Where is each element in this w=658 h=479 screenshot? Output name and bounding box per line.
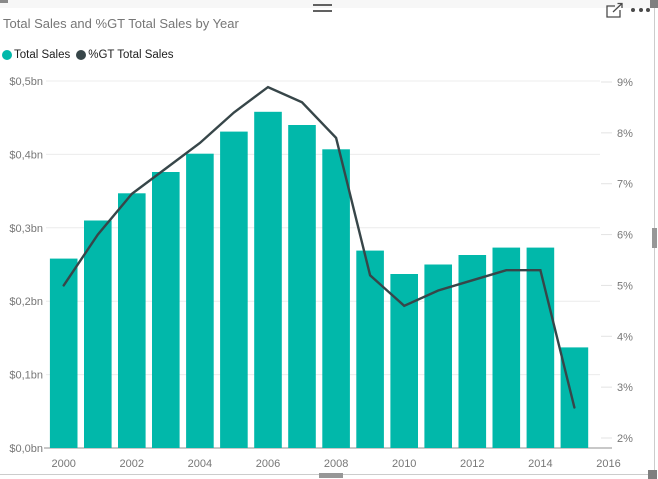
gt-total-sales-line[interactable] (62, 85, 576, 409)
y-axis-tick-label: $0,2bn (9, 296, 43, 308)
y-axis-tick-label: $0,3bn (9, 223, 43, 235)
bar-2007[interactable] (288, 125, 316, 448)
more-options-icon[interactable] (631, 8, 635, 12)
y-axis-tick-label: $0,1bn (9, 370, 43, 382)
legend-swatch-total-sales (2, 50, 12, 60)
drag-handle-icon[interactable] (313, 9, 332, 12)
x-axis-tick-label: 2016 (596, 458, 620, 470)
legend: Total Sales %GT Total Sales (2, 49, 174, 61)
chart-title: Total Sales and %GT Total Sales by Year (3, 16, 239, 31)
combo-chart: $0,0bn $0,1bn $0,2bn $0,3bn $0,4bn $0,5bn 2% 3%… (9, 76, 633, 470)
secondary-axis-tick-label: 9% (617, 77, 633, 89)
legend-swatch-gt-total-sales (76, 50, 87, 60)
bar-2014[interactable] (526, 247, 555, 448)
focus-mode-icon[interactable] (602, 1, 626, 21)
legend-item-gt-total-sales[interactable]: %GT Total Sales (76, 49, 174, 61)
resize-handle-bottom-right[interactable] (648, 470, 657, 479)
legend-label: %GT Total Sales (88, 49, 174, 61)
drag-handle-icon[interactable] (313, 3, 332, 6)
x-axis-tick-label: 2014 (528, 458, 552, 470)
bar-2005[interactable] (220, 131, 248, 448)
y-axis-tick-label: $0,4bn (9, 149, 43, 161)
x-axis-tick-label: 2002 (120, 458, 144, 470)
bar-2002[interactable] (118, 193, 146, 448)
more-options-icon[interactable] (646, 8, 650, 12)
bar-2006[interactable] (254, 111, 282, 449)
bar-2004[interactable] (186, 153, 214, 448)
more-options-icon[interactable] (638, 8, 643, 12)
bar-2000[interactable] (49, 258, 78, 448)
x-axis-tick-label: 2006 (256, 458, 280, 470)
bar-2015[interactable] (560, 347, 589, 448)
resize-handle-top-right[interactable] (650, 0, 658, 8)
bar-2009[interactable] (356, 250, 384, 448)
resize-handle-top-left[interactable] (0, 0, 8, 3)
x-axis-tick-label: 2010 (392, 458, 416, 470)
x-axis-tick-label: 2008 (324, 458, 348, 470)
x-axis-tick-label: 2004 (188, 458, 212, 470)
bar-2012[interactable] (458, 255, 487, 448)
y-axis-tick-label: $0,0bn (9, 443, 43, 455)
secondary-axis-tick-label: 4% (617, 331, 633, 343)
legend-label: Total Sales (14, 49, 71, 61)
bar-2001[interactable] (84, 220, 112, 449)
secondary-axis-tick-label: 3% (617, 382, 633, 394)
x-axis-tick-label: 2000 (51, 458, 75, 470)
resize-handle-bottom-mid[interactable] (319, 472, 343, 478)
resize-handle-right-mid[interactable] (651, 228, 657, 248)
bar-2003[interactable] (152, 172, 180, 448)
y-axis-tick-label: $0,5bn (9, 76, 43, 88)
secondary-axis-tick-label: 2% (617, 433, 633, 445)
secondary-axis-tick-label: 5% (617, 280, 633, 292)
bar-2011[interactable] (424, 264, 452, 449)
x-axis-tick-label: 2012 (460, 458, 484, 470)
bar-2008[interactable] (322, 149, 350, 449)
secondary-axis-tick-label: 6% (617, 230, 633, 242)
secondary-axis-tick-label: 7% (617, 179, 633, 191)
bar-2010[interactable] (390, 274, 418, 448)
secondary-axis-tick-label: 8% (617, 128, 633, 140)
legend-item-total-sales[interactable]: Total Sales (2, 49, 70, 61)
bar-2013[interactable] (492, 247, 521, 448)
